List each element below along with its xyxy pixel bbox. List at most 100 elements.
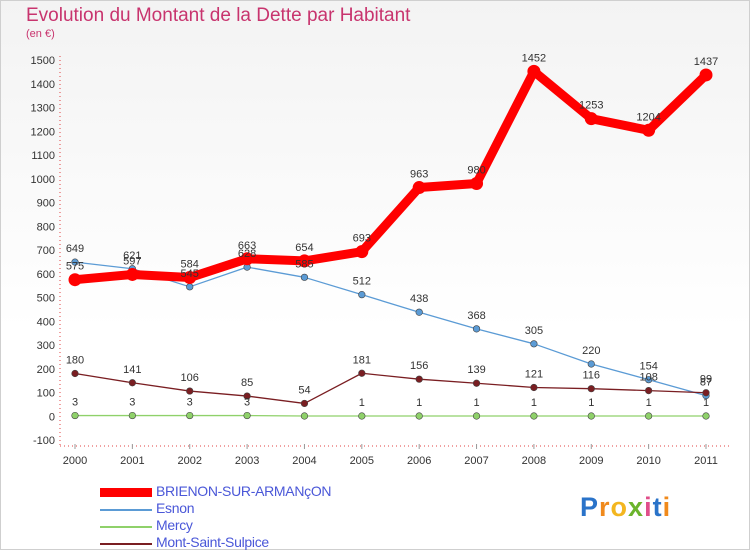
data-label: 54 xyxy=(298,384,310,396)
legend-label: Mercy xyxy=(156,517,193,533)
data-label: 1204 xyxy=(636,111,660,123)
data-point xyxy=(186,284,193,291)
series-line xyxy=(75,373,706,403)
data-point xyxy=(413,181,426,194)
data-label: 654 xyxy=(295,242,313,254)
data-label: 512 xyxy=(353,276,371,288)
x-tick-label: 2006 xyxy=(407,455,431,467)
data-point xyxy=(416,309,423,316)
data-label: 180 xyxy=(66,355,84,367)
data-label: 181 xyxy=(353,354,371,366)
y-tick-label: 700 xyxy=(37,245,55,257)
logo-letter: x xyxy=(628,492,644,522)
x-tick-label: 2003 xyxy=(235,455,259,467)
data-label: 85 xyxy=(241,377,253,389)
data-label: 585 xyxy=(295,258,313,270)
data-point xyxy=(129,379,136,386)
y-tick-label: 100 xyxy=(37,388,55,400)
data-point xyxy=(244,412,251,419)
data-label: 3 xyxy=(187,397,193,409)
data-point xyxy=(416,376,423,383)
data-point xyxy=(588,361,595,368)
logo-letter: t xyxy=(653,492,663,522)
y-tick-label: 1000 xyxy=(31,174,55,186)
data-point xyxy=(72,412,79,419)
series-mercy xyxy=(72,412,710,419)
data-label: 1 xyxy=(473,397,479,409)
x-tick-label: 2000 xyxy=(63,455,87,467)
data-point xyxy=(645,387,652,394)
data-label: 438 xyxy=(410,293,428,305)
series-line xyxy=(75,71,706,279)
legend-swatch xyxy=(100,509,152,511)
data-point xyxy=(473,413,480,420)
legend-label: Mont-Saint-Sulpice xyxy=(156,534,269,550)
x-tick-label: 2008 xyxy=(522,455,546,467)
legend-swatch xyxy=(100,526,152,528)
data-label: 305 xyxy=(525,325,543,337)
series-layer xyxy=(69,65,713,419)
y-tick-label: 1100 xyxy=(31,150,55,162)
y-tick-label: 200 xyxy=(37,364,55,376)
logo-letter: P xyxy=(580,492,599,522)
logo-letter: i xyxy=(644,492,653,522)
data-label: 141 xyxy=(123,364,141,376)
y-tick-label: 1400 xyxy=(31,79,55,91)
data-label: 3 xyxy=(129,397,135,409)
logo-letter: o xyxy=(611,492,629,522)
data-label: 963 xyxy=(410,169,428,181)
data-label: 597 xyxy=(123,255,141,267)
data-label: 99 xyxy=(700,374,712,386)
data-point xyxy=(531,413,538,420)
y-tick-label: -100 xyxy=(33,435,55,447)
data-point xyxy=(72,370,79,377)
data-point xyxy=(473,326,480,333)
data-label: 220 xyxy=(582,345,600,357)
data-label: 1 xyxy=(703,397,709,409)
data-point xyxy=(301,400,308,407)
data-point xyxy=(473,380,480,387)
data-point xyxy=(126,268,139,281)
y-tick-label: 1500 xyxy=(31,55,55,67)
x-tick-label: 2002 xyxy=(177,455,201,467)
data-label: 1437 xyxy=(694,56,718,68)
data-label: 116 xyxy=(582,370,600,382)
data-label: 139 xyxy=(467,364,485,376)
logo-letter: r xyxy=(599,492,611,522)
data-point xyxy=(642,124,655,137)
proxiti-logo: Proxiti xyxy=(580,492,671,523)
data-point xyxy=(129,412,136,419)
data-label: 980 xyxy=(467,165,485,177)
data-label: 121 xyxy=(525,369,543,381)
data-label: 368 xyxy=(467,310,485,322)
x-tick-label: 2001 xyxy=(120,455,144,467)
data-point xyxy=(531,341,538,348)
y-tick-label: 600 xyxy=(37,269,55,281)
data-point xyxy=(186,412,193,419)
data-point xyxy=(301,274,308,281)
data-point xyxy=(69,273,82,286)
data-label: 1253 xyxy=(579,100,603,112)
y-tick-label: 1300 xyxy=(31,103,55,115)
x-tick-label: 2011 xyxy=(694,455,718,467)
data-point xyxy=(700,68,713,81)
data-label: 1452 xyxy=(522,52,546,64)
data-point xyxy=(527,65,540,78)
data-point xyxy=(703,413,710,420)
data-label: 575 xyxy=(66,261,84,273)
legend-label: Esnon xyxy=(156,500,194,516)
y-tick-label: 900 xyxy=(37,198,55,210)
series-line xyxy=(75,262,706,395)
data-label: 106 xyxy=(181,372,199,384)
data-point xyxy=(588,385,595,392)
x-tick-label: 2005 xyxy=(350,455,374,467)
data-point xyxy=(301,413,308,420)
data-label: 1 xyxy=(531,397,537,409)
data-point xyxy=(470,177,483,190)
legend-swatch xyxy=(100,543,152,545)
x-tick-label: 2007 xyxy=(464,455,488,467)
data-label: 693 xyxy=(353,233,371,245)
y-tick-label: 400 xyxy=(37,316,55,328)
